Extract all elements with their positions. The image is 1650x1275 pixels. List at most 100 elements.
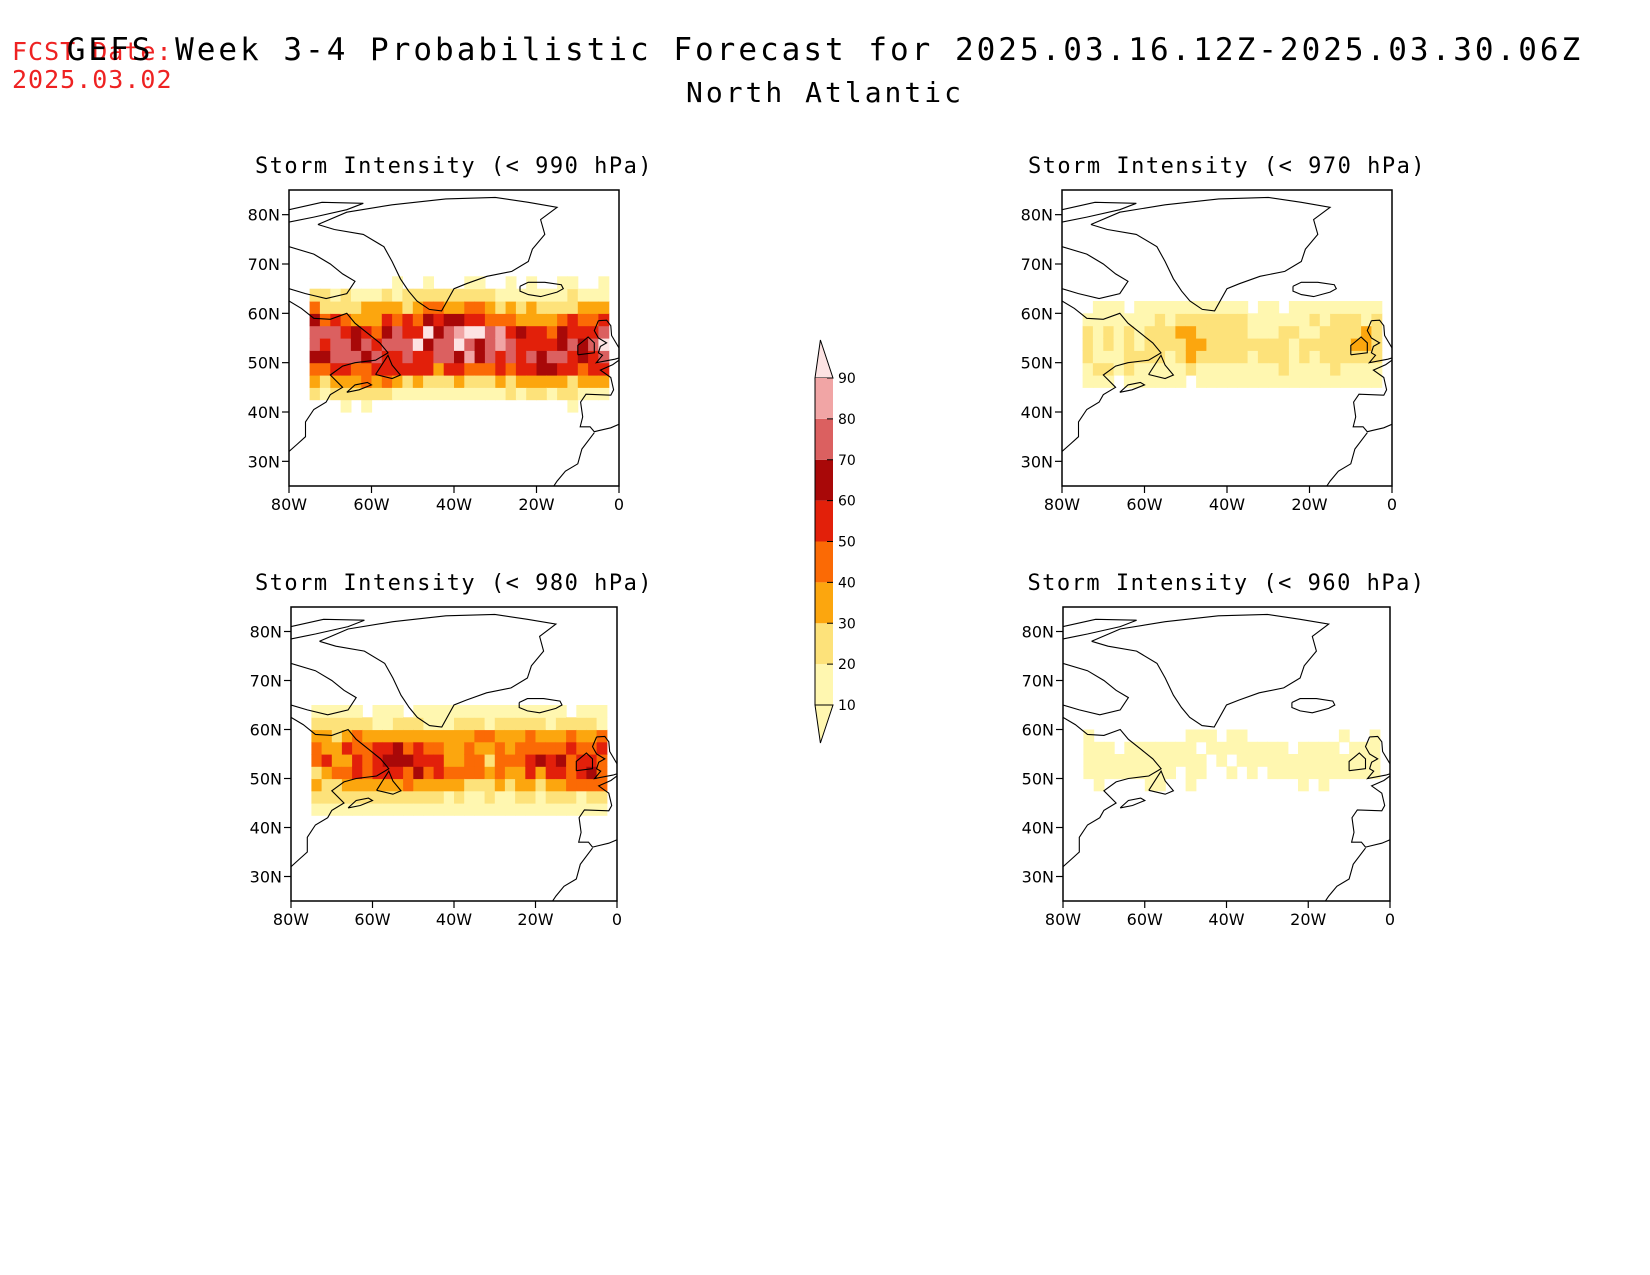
probability-cell [433,362,445,376]
probability-cell [341,717,353,731]
probability-cell [474,717,486,731]
fcst-date-block: FCST Date: 2025.03.02 [12,38,173,94]
probability-cell [1226,729,1238,743]
probability-cell [1206,362,1218,376]
probability-cell [319,362,331,376]
probability-cell [330,362,342,376]
probability-cell [1175,754,1187,767]
probability-cell [1309,350,1321,364]
coastline [1063,716,1162,868]
probability-cell [454,705,465,718]
lon-tick-label: 40W [1209,495,1245,514]
probability-cell [526,350,538,364]
coastline [1091,613,1331,728]
lat-tick-label: 60N [1022,721,1054,740]
probability-cell [1318,754,1330,767]
probability-cell [1103,766,1115,780]
probability-cell [505,288,517,302]
probability-cell [588,350,599,364]
probability-cell [321,766,333,780]
probability-cell [341,729,353,743]
lat-tick-label: 30N [1022,868,1054,887]
probability-cell [1361,362,1372,376]
probability-cell [504,705,516,718]
probability-cell [423,375,434,388]
probability-cell [1165,362,1176,376]
probability-cell [309,288,321,302]
probability-cell [1144,338,1156,351]
probability-cell [454,766,465,780]
probability-cell [371,325,383,339]
lat-tick-label: 80N [1022,623,1054,642]
probability-cell [1144,350,1156,364]
probability-cell [402,375,414,388]
probability-cell [1236,741,1248,755]
probability-cell [1277,741,1289,755]
probability-cell [525,803,537,816]
probability-cell [1155,778,1166,792]
probability-cell [372,729,384,743]
probability-cell [403,729,414,743]
probability-cell [1330,375,1341,388]
probability-cell [1175,741,1187,755]
probability-cell [350,350,362,364]
probability-cell [464,325,476,339]
probability-cell [1216,375,1228,388]
probability-cell [515,705,526,718]
probability-cell [535,741,547,755]
probability-cell [412,313,424,327]
probability-cell [536,375,548,388]
probability-cell [311,705,323,718]
probability-cell [392,717,404,731]
probability-cell [1175,375,1187,388]
probability-cell [1165,754,1176,767]
probability-cell [1237,313,1249,327]
probability-cell [1154,375,1166,388]
probability-cell [484,338,496,351]
probability-cell [309,387,321,401]
probability-cell [1330,313,1341,327]
probability-cell [1114,766,1125,780]
colorbar-swatch [815,418,833,460]
lat-tick-label: 80N [248,206,280,225]
probability-cell [1349,754,1360,767]
probability-cell [372,717,384,731]
probability-cell [536,362,548,376]
probability-cell [1093,766,1105,780]
probability-cell [1340,362,1352,376]
probability-cell [555,766,567,780]
probability-cell [505,301,517,314]
probability-cell [546,301,558,314]
probability-cell [1361,325,1372,339]
probability-cell [1359,741,1371,755]
probability-cell [423,790,435,804]
probability-cell [1196,338,1207,351]
probability-cell [504,729,516,743]
probability-cell [382,729,394,743]
probability-cell [546,313,558,327]
probability-cell [1237,350,1249,364]
probability-cell [515,325,527,339]
probability-cell [1349,766,1360,780]
probability-cell [1144,754,1156,767]
probability-cell [566,754,577,767]
probability-cell [371,362,383,376]
probability-cell [361,338,373,351]
probability-cell [1165,741,1176,755]
probability-cell [433,301,445,314]
probability-cell [474,729,486,743]
probability-cell [381,325,393,339]
probability-cell [596,741,608,755]
probability-cell [494,717,506,731]
probability-cell [443,338,455,351]
probability-cell [1278,375,1290,388]
probability-cell [321,790,333,804]
probability-cell [555,754,567,767]
probability-cell [423,301,434,314]
probability-cell [1308,754,1320,767]
probability-cell [1268,350,1280,364]
probability-cell [1340,313,1352,327]
probability-cell [340,350,352,364]
lon-tick-label: 80W [1045,910,1081,929]
probability-cell [546,375,558,388]
